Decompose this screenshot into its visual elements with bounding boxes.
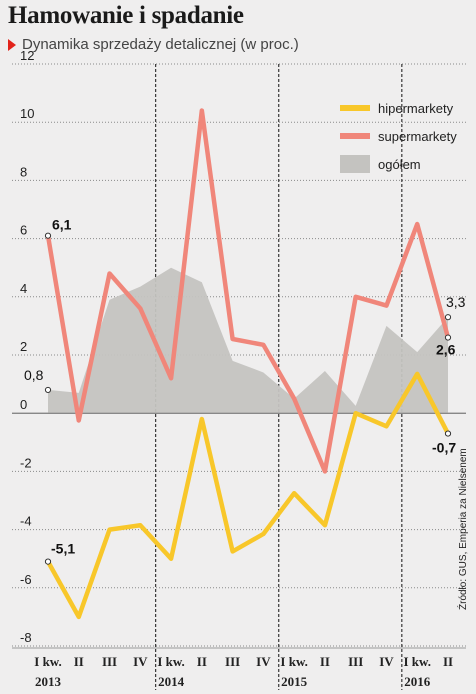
annotation-label: 0,8 <box>24 367 44 383</box>
x-tick-label: II <box>443 654 453 669</box>
x-tick-label: II <box>74 654 84 669</box>
y-tick-label: 12 <box>20 48 34 63</box>
y-tick-label: 4 <box>20 281 27 296</box>
y-tick-label: 2 <box>20 339 27 354</box>
annotation-label: -5,1 <box>51 541 75 557</box>
x-tick-label: I kw. <box>157 654 184 669</box>
series-area-ogolem <box>48 267 448 414</box>
y-tick-label: -4 <box>20 514 32 529</box>
series-line-supermarkety <box>45 108 451 474</box>
legend-swatch-ogółem <box>340 155 370 173</box>
annotation-marker <box>444 334 452 341</box>
x-tick-label: II <box>197 654 207 669</box>
annotation-marker <box>44 232 52 239</box>
x-tick-label: I kw. <box>280 654 307 669</box>
y-tick-label: -2 <box>20 455 32 470</box>
x-year-label: 2016 <box>404 674 431 689</box>
x-tick-label: III <box>225 654 240 669</box>
annotation-label: 6,1 <box>52 217 72 233</box>
y-tick-label: -8 <box>20 630 32 645</box>
annotation-marker <box>44 558 52 565</box>
source-note: Źródło: GUS, Emperia za Nielsenem <box>458 448 469 610</box>
x-tick-label: III <box>348 654 363 669</box>
annotation-marker <box>44 386 52 394</box>
subtitle-row: Dynamika sprzedaży detalicznej (w proc.) <box>8 36 299 53</box>
red-triangle-icon <box>8 38 16 51</box>
y-tick-label: -6 <box>20 572 32 587</box>
series-line-hipermarkety <box>45 371 451 620</box>
x-tick-label: I kw. <box>34 654 61 669</box>
y-tick-label: 0 <box>20 397 27 412</box>
legend-swatch-supermarkety <box>340 133 370 139</box>
y-tick-label: 8 <box>20 164 27 179</box>
legend-label-supermarkety: supermarkety <box>378 129 457 144</box>
legend-swatch-hipermarkety <box>340 105 370 111</box>
x-year-label: 2014 <box>158 674 185 689</box>
x-tick-label: IV <box>379 654 394 669</box>
annotation-label: 2,6 <box>436 342 456 358</box>
x-year-label: 2013 <box>35 674 62 689</box>
x-tick-label: IV <box>256 654 271 669</box>
x-year-label: 2015 <box>281 674 308 689</box>
legend-label-hipermarkety: hipermarkety <box>378 101 454 116</box>
x-tick-label: IV <box>133 654 148 669</box>
x-tick-label: III <box>102 654 117 669</box>
x-tick-label: II <box>320 654 330 669</box>
y-tick-label: 6 <box>20 223 27 238</box>
annotation-marker <box>444 314 452 321</box>
y-tick-label: 10 <box>20 106 34 121</box>
chart-title: Hamowanie i spadanie <box>8 2 244 29</box>
annotation-label: -0,7 <box>432 440 456 456</box>
chart-subtitle: Dynamika sprzedaży detalicznej (w proc.) <box>22 36 299 53</box>
x-tick-label: I kw. <box>403 654 430 669</box>
annotation-label: 3,3 <box>446 294 466 310</box>
legend-label-ogółem: ogółem <box>378 157 421 172</box>
annotation-marker <box>444 430 452 437</box>
